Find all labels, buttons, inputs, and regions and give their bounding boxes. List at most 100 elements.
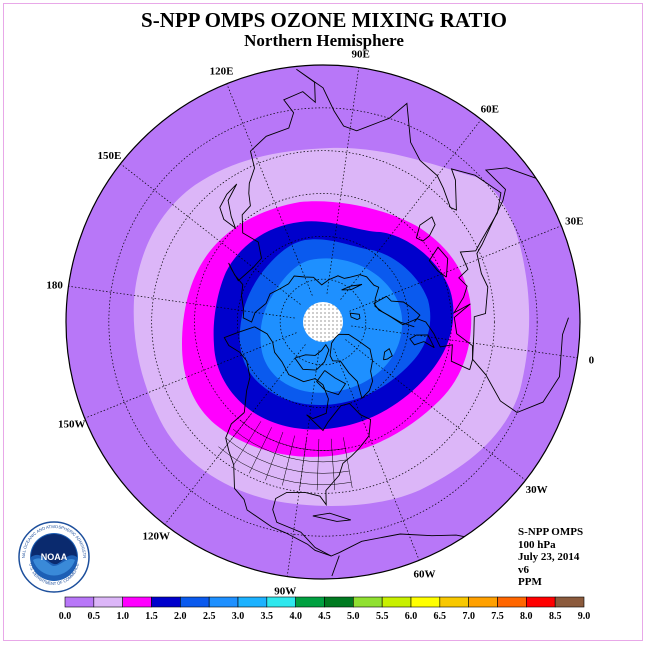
colorbar-swatch (237, 596, 268, 608)
coastline (219, 183, 238, 230)
colorbar-tick-label: 1.5 (145, 611, 158, 622)
meridian-label: 120E (210, 66, 234, 78)
meridian-line (345, 339, 531, 485)
colorbar-swatch (180, 596, 210, 608)
colorbar-swatch (64, 596, 95, 608)
meridian-label: 180 (46, 279, 63, 291)
meridian-label: 0 (589, 355, 595, 367)
coastline (341, 283, 363, 291)
colorbar-tick-label: 1.0 (116, 611, 129, 622)
state-border (225, 437, 350, 474)
latitude-circle (194, 193, 452, 451)
colorbar-swatch (93, 596, 123, 608)
colorbar-tick-label: 2.0 (174, 611, 187, 622)
colorbar-tick-label: 4.0 (289, 611, 302, 622)
coastline (516, 317, 569, 413)
latitude-circle (151, 150, 495, 494)
colorbar-swatch (208, 596, 239, 608)
colorbar-swatch (497, 596, 527, 608)
meridian-label: 60E (481, 103, 499, 115)
state-border (232, 429, 348, 463)
colorbar-swatch (122, 596, 152, 608)
pole-no-data (303, 302, 343, 342)
colorbar-swatch (526, 596, 556, 608)
colorbar-swatch (353, 596, 383, 608)
meridian-label: 150W (58, 419, 86, 431)
latitude-circle (108, 107, 538, 537)
meridian-line (115, 159, 301, 305)
coastline (349, 312, 361, 321)
meridian-line (349, 223, 567, 312)
coastline (312, 512, 351, 522)
colorbar-tick-label: 7.5 (491, 611, 504, 622)
coastline (331, 555, 340, 577)
coastline (338, 533, 469, 554)
info-date: July 23, 2014 (518, 551, 580, 564)
noaa-logo: NOAA NATIONAL OCEANIC AND ATMOSPHERIC AD… (15, 516, 91, 594)
coastline (472, 167, 537, 413)
state-border (330, 438, 336, 491)
meridian-label: 90E (352, 49, 370, 61)
coastlines (218, 68, 569, 577)
info-level: 100 hPa (518, 538, 556, 551)
map-subtitle: Northern Hemisphere (244, 31, 404, 50)
coastline (254, 326, 372, 557)
colorbar-swatch (151, 596, 181, 608)
meridian-line (79, 332, 297, 421)
meridian-label: 60W (414, 568, 436, 580)
meridian-label: 120W (142, 531, 170, 543)
colorbar-tick-label: 5.5 (376, 611, 389, 622)
colorbar-swatch (554, 596, 585, 608)
state-border (219, 414, 252, 455)
coastline (428, 246, 449, 278)
coastline (223, 326, 255, 413)
colorbar-tick-label: 0.5 (88, 611, 101, 622)
ozone-field (66, 65, 580, 579)
colorbar-tick-label: 0.0 (59, 611, 72, 622)
colorbar-tick-label: 5.0 (347, 611, 360, 622)
colorbar-tick-label: 6.5 (434, 611, 447, 622)
info-units: PPM (518, 576, 542, 589)
state-border (248, 427, 272, 474)
state-border (281, 435, 295, 486)
colorbar-swatch (381, 596, 412, 608)
info-version: v6 (518, 563, 529, 576)
colorbar-tick-label: 7.0 (462, 611, 475, 622)
meridian-label: 150E (97, 150, 121, 162)
map-title: S-NPP OMPS OZONE MIXING RATIO (141, 8, 507, 32)
logo-text: NOAA (41, 552, 68, 562)
meridian-label: 30E (565, 216, 583, 228)
colorbar-swatch (468, 596, 498, 608)
coastline (329, 333, 374, 399)
coastline (316, 370, 347, 396)
state-border (218, 446, 352, 486)
colorbar-tick-label: 4.5 (318, 611, 331, 622)
latitude-circle (236, 235, 410, 409)
colorbar-swatch (295, 596, 325, 608)
colorbar-tick-label: 6.0 (405, 611, 418, 622)
meridian-line (286, 350, 320, 579)
meridian-line (351, 325, 580, 359)
coastline (228, 68, 502, 371)
state-border (233, 421, 262, 466)
coastline (383, 348, 393, 361)
colorbar-swatch (439, 596, 469, 608)
coastline (294, 343, 330, 371)
colorbar-swatch (324, 596, 354, 608)
state-border (299, 437, 307, 489)
colorbar-swatch (410, 596, 441, 608)
latitude-circle (279, 278, 367, 366)
colorbar-swatch (266, 596, 296, 608)
colorbar-tick-label: 8.0 (520, 611, 533, 622)
meridian-line (326, 65, 360, 294)
meridian-line (340, 114, 486, 300)
meridian-line (224, 78, 313, 296)
meridian-labels: 0 30E 60E 90E 120E 150E 180 150W 120W 90W 60W 30W (46, 49, 594, 598)
globe-outline (65, 64, 581, 580)
meridian-label: 90W (274, 585, 296, 597)
coastline (409, 334, 435, 349)
meridian-label: 30W (526, 484, 548, 496)
info-instrument: S-NPP OMPS (518, 526, 584, 538)
